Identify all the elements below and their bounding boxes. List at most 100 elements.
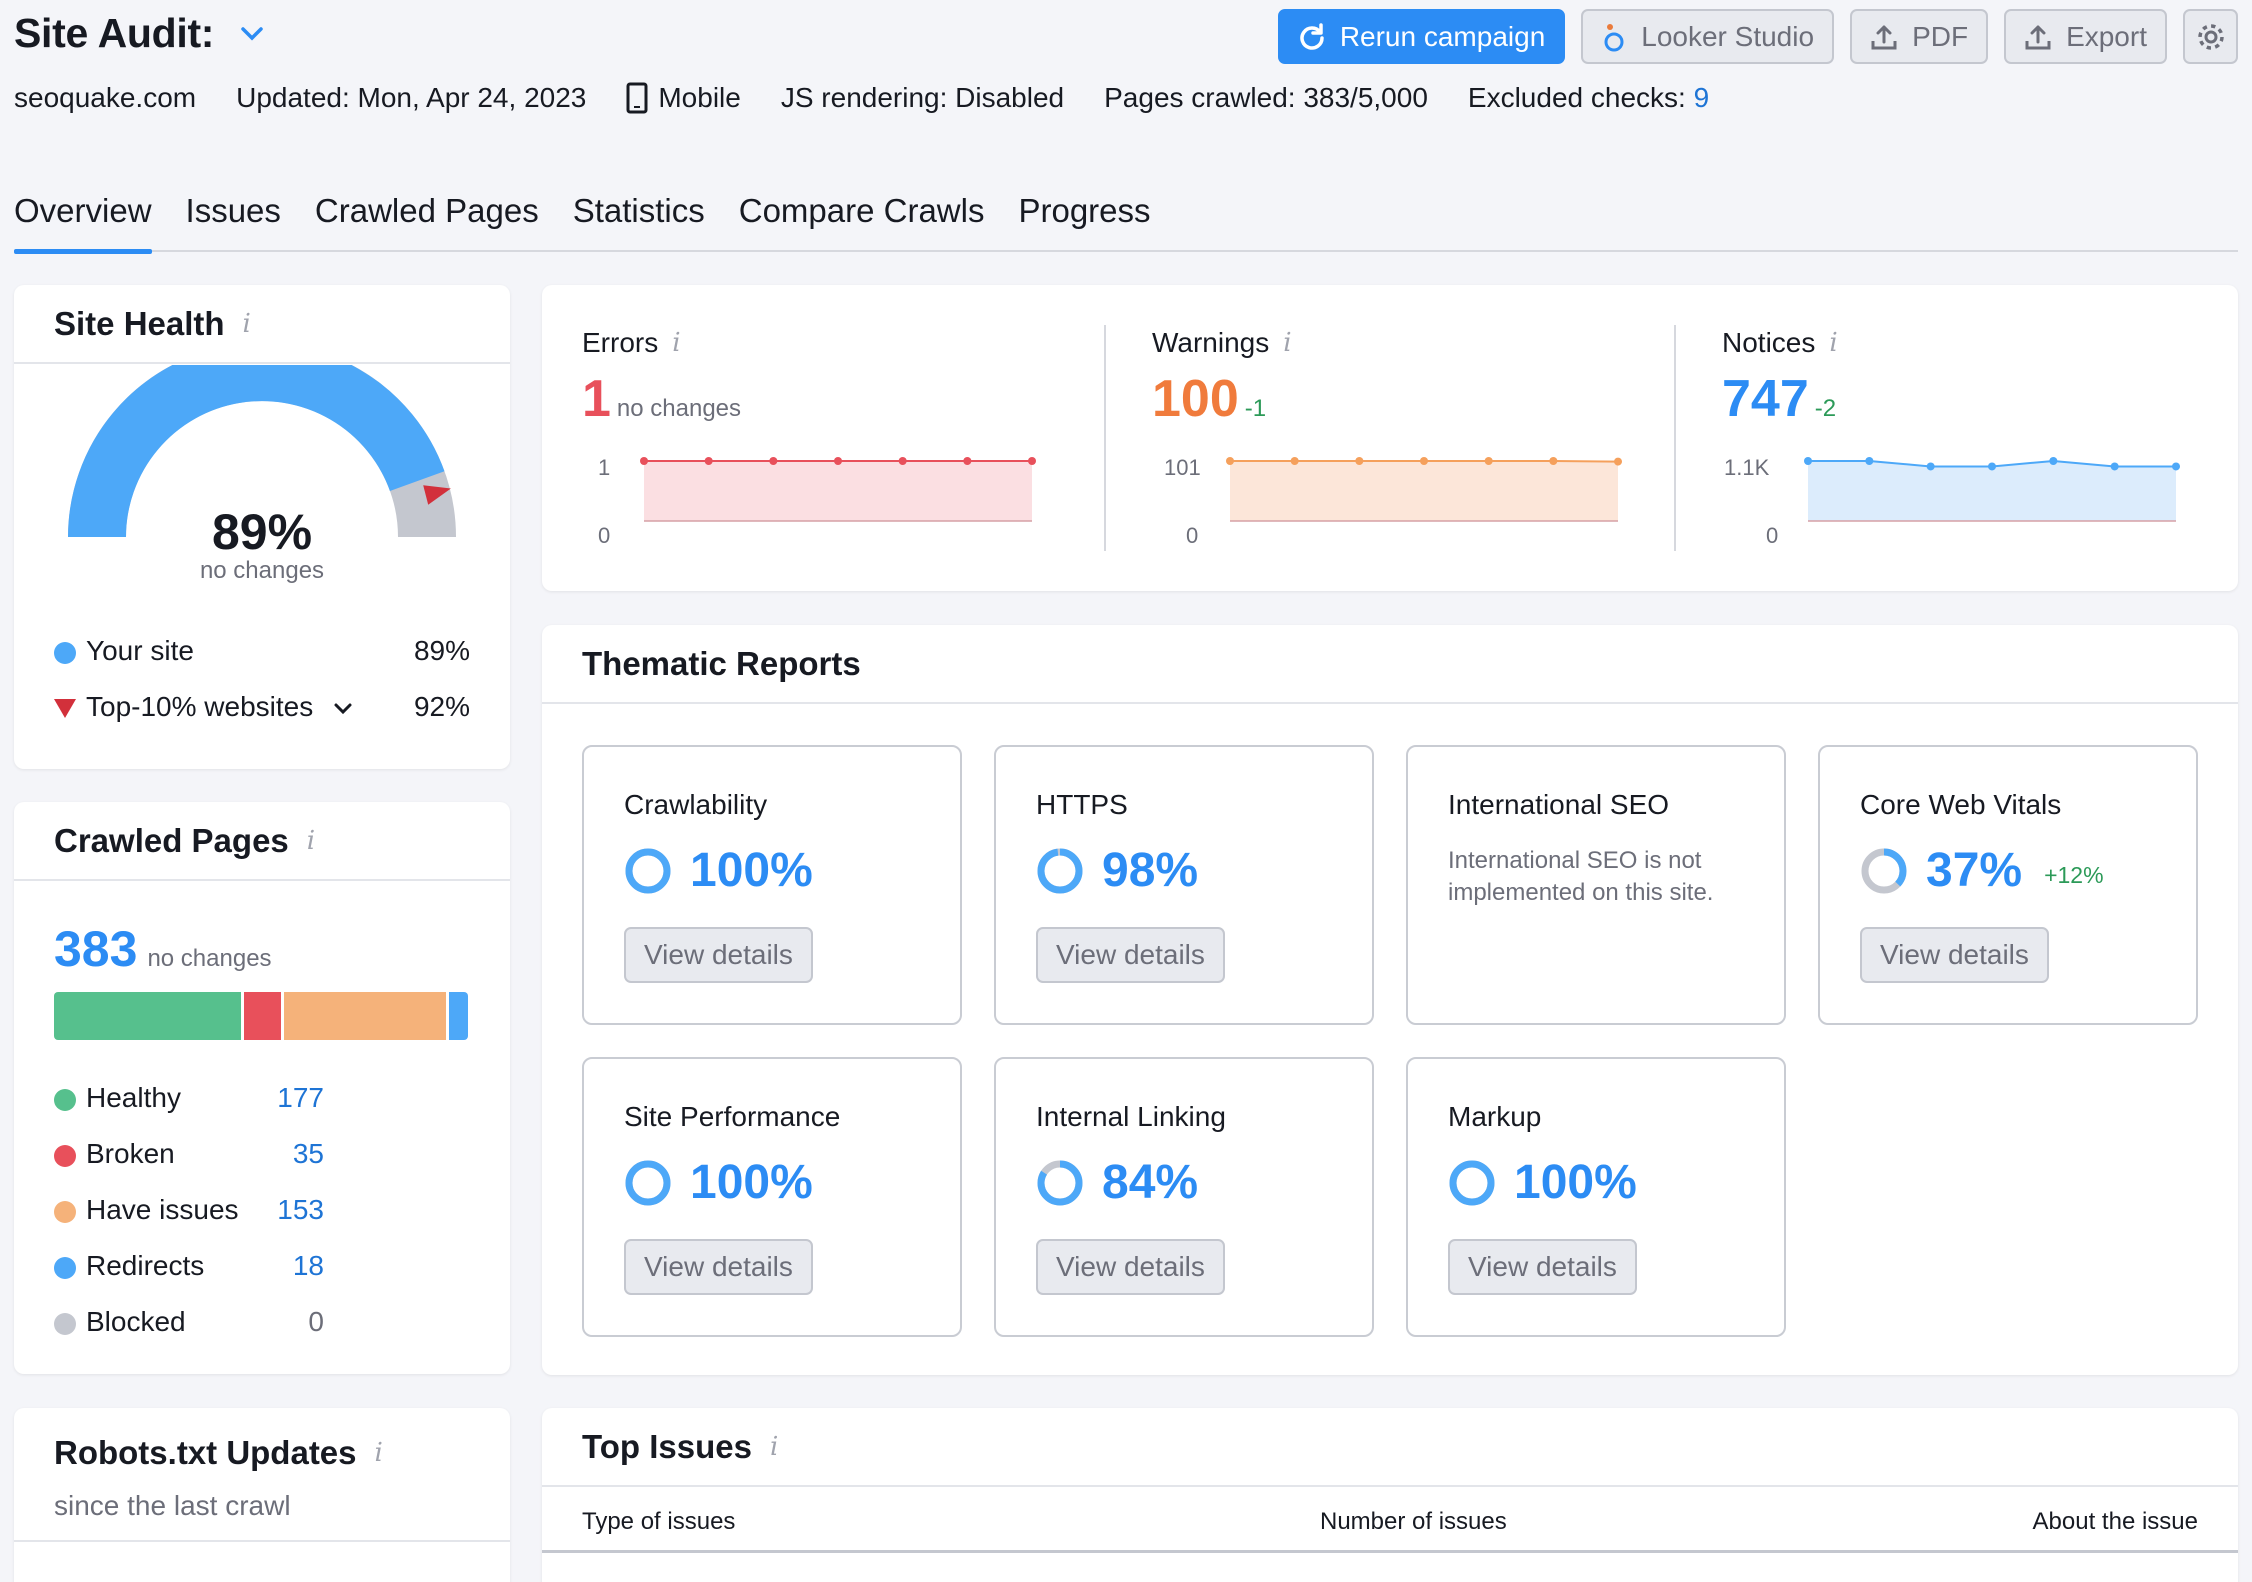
thematic-report-international-seo[interactable]: International SEO International SEO is no… — [1406, 745, 1786, 1025]
view-details-button[interactable]: View details — [1860, 927, 2049, 983]
tab-issues[interactable]: Issues — [185, 192, 281, 229]
errors-change: no changes — [616, 395, 742, 422]
warnings-panel[interactable]: Warnings i 100 -1 101 0 — [1152, 285, 1652, 585]
thematic-report-site-performance[interactable]: Site Performance 100% View details — [582, 1057, 962, 1337]
excluded-checks-link[interactable]: 9 — [1693, 82, 1710, 113]
info-icon[interactable]: i — [1829, 328, 1838, 358]
notices-point[interactable] — [1988, 462, 1996, 471]
donut-fill — [1037, 1160, 1083, 1205]
report-score: 100% — [1448, 1155, 1637, 1210]
errors-point[interactable] — [640, 457, 648, 465]
view-details-button[interactable]: View details — [1036, 1239, 1225, 1295]
robots-title: Robots.txt Updates — [54, 1434, 357, 1471]
tab-compare-crawls[interactable]: Compare Crawls — [738, 192, 985, 229]
donut-fill — [1861, 848, 1907, 893]
col-about-issue: About the issue — [2032, 1508, 2198, 1535]
donut-fill — [625, 1160, 671, 1205]
warnings-point[interactable] — [1614, 457, 1622, 466]
view-details-button[interactable]: View details — [624, 927, 813, 983]
errors-sparkline — [640, 457, 1036, 522]
notices-point[interactable] — [2049, 457, 2058, 465]
warnings-point[interactable] — [1290, 457, 1299, 465]
device-info: Mobile — [626, 82, 741, 114]
errors-point[interactable] — [769, 457, 778, 465]
export-button[interactable]: Export — [2004, 9, 2167, 64]
errors-point[interactable] — [963, 457, 972, 465]
warnings-point[interactable] — [1549, 457, 1558, 465]
tab-statistics[interactable]: Statistics — [572, 192, 705, 229]
errors-point[interactable] — [834, 457, 842, 465]
crawled-row-have-issues[interactable]: Have issues 153 — [54, 1194, 324, 1226]
chevron-down-icon[interactable] — [333, 702, 353, 716]
thematic-report-internal-linking[interactable]: Internal Linking 84% View details — [994, 1057, 1374, 1337]
col-type-of-issues[interactable]: Type of issues — [582, 1508, 736, 1535]
report-percent: 84% — [1102, 1156, 1199, 1209]
crawled-total-value[interactable]: 383 — [54, 921, 138, 977]
legend-top10[interactable]: Top-10% websites 92% — [54, 691, 470, 723]
errors-panel[interactable]: Errors i 1 no changes 1 0 — [582, 285, 1082, 585]
row-value[interactable]: 35 — [292, 1138, 324, 1169]
thematic-report-https[interactable]: HTTPS 98% View details — [994, 745, 1374, 1025]
notices-point[interactable] — [1804, 457, 1812, 465]
pages-crawled-count: Pages crawled: 383/5,000 — [1104, 82, 1428, 113]
warnings-point[interactable] — [1226, 457, 1234, 465]
crawled-row-healthy[interactable]: Healthy 177 — [54, 1082, 324, 1114]
report-delta: +12% — [2044, 862, 2104, 888]
notices-point[interactable] — [2172, 462, 2180, 471]
errors-point[interactable] — [704, 457, 713, 465]
your-site-dot-icon — [54, 641, 76, 664]
row-value[interactable]: 18 — [292, 1250, 324, 1281]
updated-date: Updated: Mon, Apr 24, 2023 — [236, 82, 587, 113]
bar-segment-redirects[interactable] — [448, 992, 468, 1040]
tab-progress[interactable]: Progress — [1018, 192, 1151, 229]
view-details-button[interactable]: View details — [1448, 1239, 1637, 1295]
info-icon[interactable]: i — [242, 308, 251, 339]
report-name: Internal Linking — [1036, 1101, 1226, 1132]
bar-segment-broken[interactable] — [244, 992, 282, 1040]
row-value[interactable]: 177 — [277, 1082, 324, 1113]
project-domain: seoquake.com — [14, 82, 197, 113]
warnings-point[interactable] — [1420, 457, 1428, 465]
page-title: Site Audit: — [14, 10, 215, 56]
tab-overview[interactable]: Overview — [14, 180, 152, 254]
info-icon[interactable]: i — [769, 1431, 779, 1462]
warnings-point[interactable] — [1484, 457, 1493, 465]
notices-point[interactable] — [2110, 462, 2119, 471]
pdf-button[interactable]: PDF — [1850, 9, 1989, 64]
row-value[interactable]: 153 — [277, 1194, 324, 1225]
header-actions: Rerun campaign Looker Studio PDF Export — [1277, 9, 2238, 64]
info-icon[interactable]: i — [306, 825, 316, 856]
crawled-row-blocked[interactable]: Blocked 0 — [54, 1306, 324, 1338]
notices-point[interactable] — [1865, 457, 1874, 465]
info-icon[interactable]: i — [1283, 328, 1292, 358]
notices-panel[interactable]: Notices i 747 -2 1.1K 0 — [1722, 285, 2222, 585]
notices-point[interactable] — [1926, 462, 1935, 471]
errors-point[interactable] — [898, 457, 907, 465]
robots-header: Robots.txt Updates i — [14, 1408, 510, 1471]
thematic-report-core-web-vitals[interactable]: Core Web Vitals 37% +12% View details — [1818, 745, 2198, 1025]
view-details-button[interactable]: View details — [624, 1239, 813, 1295]
crawled-row-broken[interactable]: Broken 35 — [54, 1138, 324, 1170]
crawled-total-change: no changes — [147, 945, 272, 972]
site-health-title: Site Health — [54, 304, 225, 342]
donut-fill — [1449, 1160, 1495, 1205]
bar-segment-healthy[interactable] — [54, 992, 242, 1040]
view-details-button[interactable]: View details — [1036, 927, 1225, 983]
thematic-report-markup[interactable]: Markup 100% View details — [1406, 1057, 1786, 1337]
bar-segment-have-issues[interactable] — [284, 992, 446, 1040]
report-name: HTTPS — [1036, 789, 1128, 820]
rerun-campaign-button[interactable]: Rerun campaign — [1277, 9, 1566, 64]
info-icon[interactable]: i — [374, 1438, 383, 1468]
warnings-point[interactable] — [1355, 457, 1364, 465]
errors-point[interactable] — [1028, 457, 1036, 465]
report-note: International SEO is not implemented on … — [1448, 847, 1714, 906]
project-dropdown-chevron-icon[interactable] — [232, 14, 272, 54]
thematic-report-crawlability[interactable]: Crawlability 100% View details — [582, 745, 962, 1025]
tab-crawled-pages[interactable]: Crawled Pages — [314, 192, 539, 229]
settings-button[interactable] — [2183, 9, 2238, 64]
info-icon[interactable]: i — [672, 328, 681, 358]
crawled-row-redirects[interactable]: Redirects 18 — [54, 1250, 324, 1282]
gear-icon — [2197, 23, 2224, 50]
col-number-of-issues[interactable]: Number of issues — [1320, 1508, 1507, 1535]
looker-studio-button[interactable]: Looker Studio — [1581, 9, 1835, 64]
